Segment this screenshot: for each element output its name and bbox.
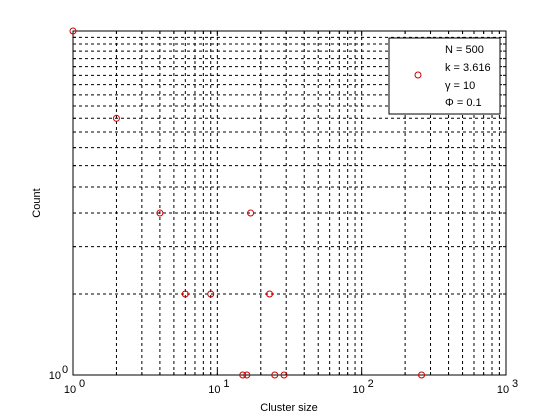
x-tick-label-exponent: 1	[223, 378, 229, 390]
y-axis-label: Count	[31, 188, 43, 217]
legend: N = 500 k = 3.616 γ = 10 Φ = 0.1	[388, 37, 501, 115]
data-point	[112, 114, 120, 122]
y-tick-label-exponent: 0	[62, 364, 68, 376]
legend-entry-gamma: γ = 10	[445, 80, 475, 92]
x-tick-label-base: 10	[64, 384, 76, 396]
x-tick-label-base: 10	[497, 384, 509, 396]
x-tick-label-base: 10	[208, 384, 220, 396]
y-tick-label-base: 10	[49, 370, 61, 382]
x-tick-label-exponent: 0	[79, 378, 85, 390]
legend-entry-k: k = 3.616	[445, 62, 491, 74]
x-axis-label: Cluster size	[260, 402, 317, 414]
data-points	[69, 27, 426, 379]
legend-entry-n: N = 500	[445, 44, 484, 56]
data-point	[243, 371, 251, 379]
data-point	[181, 290, 189, 298]
x-axis-ticks: 10 0 10 1 10 2 10 3	[64, 31, 518, 396]
data-point	[239, 371, 247, 379]
plot-frame	[72, 30, 507, 376]
data-point	[207, 290, 215, 298]
x-tick-label-exponent: 2	[368, 378, 374, 390]
data-point	[69, 27, 77, 35]
data-point	[271, 371, 279, 379]
legend-entry-phi: Φ = 0.1	[445, 97, 482, 109]
legend-marker	[414, 71, 422, 79]
data-point	[156, 209, 164, 217]
data-point	[280, 371, 288, 379]
legend-box	[388, 37, 501, 115]
data-point	[266, 290, 274, 298]
x-tick-label-base: 10	[353, 384, 365, 396]
data-point	[418, 371, 426, 379]
x-tick-label-exponent: 3	[512, 378, 518, 390]
data-point	[247, 209, 255, 217]
